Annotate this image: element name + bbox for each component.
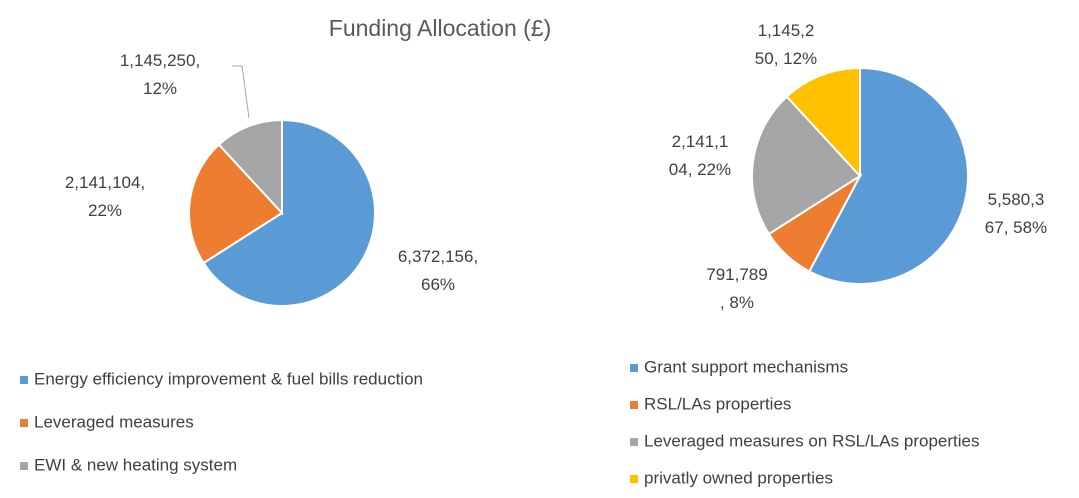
pie-slice	[751, 95, 862, 236]
legend-label: Leveraged measures	[34, 412, 194, 431]
legend-swatch	[630, 438, 638, 446]
leader-line	[232, 65, 250, 119]
legend-label: Leveraged measures on RSL/LAs properties	[644, 431, 979, 450]
legend-label: Grant support mechanisms	[644, 357, 848, 376]
legend-label: Energy efficiency improvement & fuel bil…	[34, 369, 423, 388]
pie-slice	[217, 118, 283, 216]
legend-swatch	[20, 376, 28, 384]
data-label: 2,141,1 04, 22%	[669, 132, 731, 179]
legend-swatch	[630, 401, 638, 409]
data-label: 1,145,2 50, 12%	[755, 21, 817, 68]
pie-slice	[188, 143, 284, 265]
data-label: 5,580,3 67, 58%	[985, 190, 1047, 237]
pie-slice	[785, 66, 861, 179]
legend-label: EWI & new heating system	[34, 455, 237, 474]
legend-label: privatly owned properties	[644, 468, 833, 487]
legend-swatch	[630, 475, 638, 483]
legend-label: RSL/LAs properties	[644, 394, 791, 413]
data-label: 6,372,156, 66%	[398, 247, 478, 294]
data-label: 791,789, 8%	[706, 265, 767, 312]
pie-slice	[807, 66, 969, 285]
data-label: 2,141,104, 22%	[65, 173, 145, 220]
data-label: 1,145,250, 12%	[120, 51, 200, 98]
legend-swatch	[20, 462, 28, 470]
pie-slice	[202, 118, 376, 307]
chart-title: Funding Allocation (£)	[329, 15, 551, 41]
legend-swatch	[630, 364, 638, 372]
legend-swatch	[20, 419, 28, 427]
